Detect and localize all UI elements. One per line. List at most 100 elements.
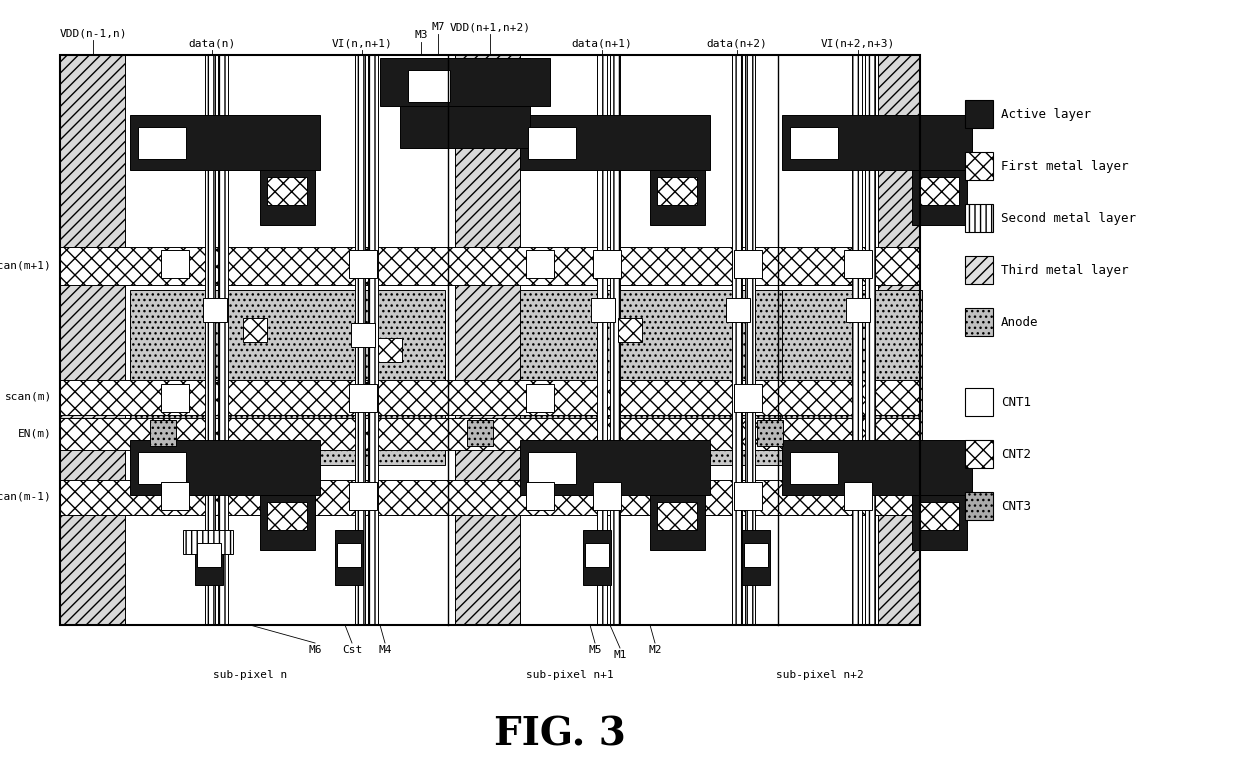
Bar — [528, 452, 577, 484]
Bar — [520, 290, 835, 465]
Bar — [734, 384, 763, 412]
Bar — [866, 55, 875, 625]
Bar — [60, 418, 920, 450]
Bar — [60, 247, 920, 285]
Text: Cst: Cst — [342, 645, 362, 655]
Bar — [348, 482, 377, 510]
Bar — [378, 338, 402, 362]
Text: M4: M4 — [378, 645, 392, 655]
Bar — [734, 482, 763, 510]
Bar — [844, 250, 872, 278]
Text: Second metal layer: Second metal layer — [1001, 211, 1136, 224]
Text: M1: M1 — [614, 650, 626, 660]
Bar — [60, 55, 125, 625]
Bar — [348, 384, 377, 412]
Bar — [756, 420, 782, 446]
Bar — [161, 482, 188, 510]
Bar — [583, 530, 611, 585]
Bar — [526, 482, 554, 510]
Bar — [467, 420, 494, 446]
Bar — [528, 127, 577, 159]
Bar — [790, 452, 838, 484]
Text: M5: M5 — [588, 645, 601, 655]
Bar — [846, 298, 870, 322]
Bar — [60, 380, 920, 415]
Bar — [368, 55, 378, 625]
Bar — [965, 204, 993, 232]
Bar — [60, 480, 920, 515]
Bar — [734, 250, 763, 278]
Bar — [526, 384, 554, 412]
Text: M7: M7 — [432, 22, 445, 32]
Bar — [965, 152, 993, 180]
Text: M6: M6 — [309, 645, 321, 655]
Bar — [243, 318, 267, 342]
Bar — [267, 502, 308, 530]
Bar — [138, 127, 186, 159]
Text: data(n): data(n) — [188, 38, 236, 48]
Bar — [205, 55, 215, 625]
Bar — [455, 55, 520, 625]
Bar — [790, 127, 838, 159]
Bar — [965, 100, 993, 128]
Bar — [596, 55, 608, 625]
Bar — [585, 543, 609, 567]
Text: CNT3: CNT3 — [1001, 500, 1030, 513]
Text: data(n+1): data(n+1) — [572, 38, 632, 48]
Text: VDD(n+1,n+2): VDD(n+1,n+2) — [449, 22, 531, 32]
Text: sub-pixel n+1: sub-pixel n+1 — [526, 670, 614, 680]
Bar — [732, 55, 742, 625]
Text: VDD(n-1,n): VDD(n-1,n) — [60, 28, 126, 38]
Text: scan(m+1): scan(m+1) — [0, 260, 52, 270]
Bar — [130, 440, 320, 495]
Bar — [197, 543, 221, 567]
Bar — [195, 530, 223, 585]
Bar — [782, 115, 972, 170]
Bar — [260, 170, 315, 225]
Bar — [919, 177, 959, 205]
Bar — [742, 530, 770, 585]
Bar — [218, 55, 228, 625]
Bar — [60, 55, 920, 625]
Bar — [965, 388, 993, 416]
Bar — [782, 290, 923, 465]
Bar — [337, 543, 361, 567]
Bar — [911, 495, 967, 550]
Text: CNT1: CNT1 — [1001, 396, 1030, 409]
Bar — [526, 250, 554, 278]
Bar — [593, 250, 621, 278]
Bar — [610, 55, 620, 625]
Text: First metal layer: First metal layer — [1001, 159, 1128, 172]
Text: VI(n+2,n+3): VI(n+2,n+3) — [821, 38, 895, 48]
Text: sub-pixel n+2: sub-pixel n+2 — [776, 670, 864, 680]
Bar — [379, 58, 551, 106]
Bar — [203, 298, 227, 322]
Bar — [650, 170, 706, 225]
Text: M2: M2 — [649, 645, 662, 655]
Bar — [351, 323, 374, 347]
Bar — [744, 543, 768, 567]
Bar — [150, 420, 176, 446]
Bar — [965, 308, 993, 336]
Bar — [965, 256, 993, 284]
Bar — [650, 495, 706, 550]
Text: M3: M3 — [414, 30, 428, 40]
Bar — [618, 318, 642, 342]
Bar — [965, 440, 993, 468]
Bar — [844, 482, 872, 510]
Bar — [965, 492, 993, 520]
Bar — [267, 177, 308, 205]
Bar — [782, 440, 972, 495]
Bar — [401, 58, 529, 148]
Text: Third metal layer: Third metal layer — [1001, 263, 1128, 276]
Text: scan(m-1): scan(m-1) — [0, 491, 52, 501]
Bar — [184, 530, 233, 554]
Text: FIG. 3: FIG. 3 — [494, 716, 626, 754]
Text: VI(n,n+1): VI(n,n+1) — [331, 38, 392, 48]
Bar — [138, 452, 186, 484]
Bar — [130, 290, 445, 465]
Bar — [657, 502, 697, 530]
Bar — [355, 55, 365, 625]
Text: EN(m): EN(m) — [19, 428, 52, 438]
Bar — [161, 384, 188, 412]
